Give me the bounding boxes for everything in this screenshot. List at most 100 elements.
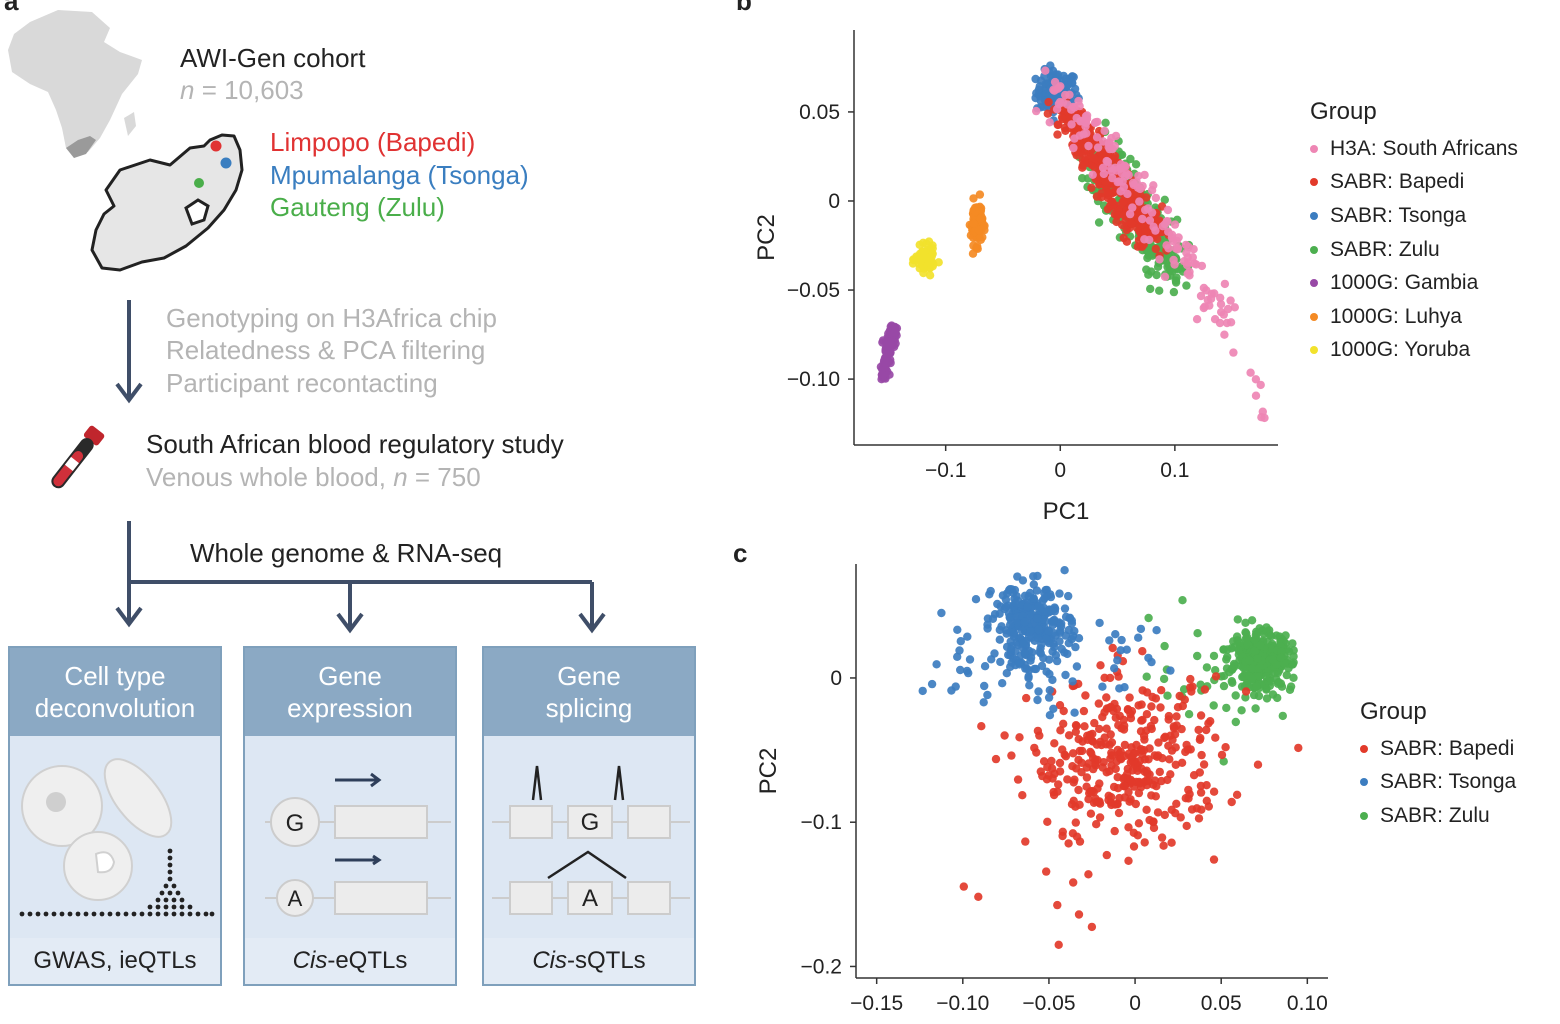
data-point xyxy=(1219,681,1229,691)
data-point xyxy=(1098,682,1107,691)
data-point xyxy=(1260,413,1269,423)
data-point xyxy=(1024,632,1034,642)
data-point xyxy=(1217,750,1227,760)
data-point xyxy=(1048,617,1058,626)
data-point xyxy=(1230,303,1239,312)
data-point xyxy=(963,632,972,641)
data-point xyxy=(1094,699,1103,708)
data-point xyxy=(1209,701,1218,710)
data-point xyxy=(1061,90,1070,100)
data-point xyxy=(1060,648,1069,657)
data-point xyxy=(1234,645,1243,655)
data-point xyxy=(1124,856,1133,865)
data-point xyxy=(1056,626,1065,635)
data-point xyxy=(964,668,973,678)
data-point xyxy=(919,247,928,256)
data-point xyxy=(1138,715,1147,725)
data-point xyxy=(1111,131,1121,141)
y-tick-label: −0.05 xyxy=(787,279,840,302)
data-point xyxy=(1055,589,1064,598)
data-point xyxy=(1256,380,1265,390)
data-point xyxy=(1053,130,1062,139)
data-point xyxy=(1153,751,1163,760)
data-point xyxy=(1058,831,1067,841)
data-point xyxy=(1088,170,1097,179)
data-point xyxy=(1142,805,1151,814)
data-point xyxy=(1125,693,1134,702)
data-point xyxy=(1140,838,1149,847)
data-point xyxy=(1053,900,1062,910)
data-point xyxy=(1241,618,1250,627)
legend-label: SABR: Tsonga xyxy=(1330,203,1467,227)
data-point xyxy=(1181,240,1191,250)
data-point xyxy=(1193,651,1202,661)
data-point xyxy=(1106,702,1115,712)
legend-item: SABR: Bapedi xyxy=(1310,166,1518,200)
data-point xyxy=(1093,143,1103,152)
data-point xyxy=(1101,740,1111,749)
data-point xyxy=(1151,193,1161,203)
data-point xyxy=(1043,763,1052,772)
data-point xyxy=(1011,598,1020,607)
data-point xyxy=(1195,768,1204,777)
data-point xyxy=(1007,751,1016,760)
data-point xyxy=(1159,841,1168,850)
data-point xyxy=(1182,821,1191,831)
data-point xyxy=(1022,693,1031,703)
pca-chart-c: −0.15 −0.10 −0.05 0 0.05 0.10 0 −0.1 −0.2 PC2 xyxy=(755,564,1328,1015)
legend-swatch xyxy=(1310,178,1318,187)
data-point xyxy=(1121,162,1130,171)
data-point xyxy=(995,635,1004,644)
data-point xyxy=(1232,790,1242,799)
data-point xyxy=(1157,776,1166,786)
data-point xyxy=(1069,878,1078,887)
data-point xyxy=(1116,187,1125,196)
data-point xyxy=(1084,141,1093,151)
x-tick-label: −0.15 xyxy=(850,992,903,1015)
data-point xyxy=(1087,922,1097,932)
x-tick-label: 0.1 xyxy=(1160,459,1189,482)
data-point xyxy=(1058,745,1067,754)
data-point xyxy=(1025,588,1035,598)
data-point xyxy=(1104,791,1113,800)
data-point xyxy=(1239,663,1248,672)
data-point xyxy=(1042,634,1051,643)
data-point xyxy=(1197,261,1207,271)
data-point xyxy=(1180,695,1189,704)
south-africa-map-illustration xyxy=(8,10,244,272)
data-point xyxy=(1113,745,1122,755)
data-point xyxy=(1200,685,1210,694)
data-point xyxy=(1235,638,1244,647)
data-point xyxy=(1131,160,1141,169)
data-point xyxy=(1178,596,1187,605)
data-point xyxy=(1061,631,1070,640)
data-point xyxy=(1111,713,1120,722)
data-point xyxy=(1160,195,1169,204)
data-point xyxy=(1219,671,1229,681)
data-point xyxy=(1216,300,1226,309)
data-point xyxy=(1149,823,1159,833)
data-point xyxy=(1220,330,1229,339)
data-point xyxy=(1251,375,1261,384)
data-point xyxy=(1141,205,1150,215)
box-gene-splicing: Gene splicing G A Cis-sQTLs xyxy=(482,646,696,986)
data-point xyxy=(1067,105,1076,114)
legend-label: SABR: Bapedi xyxy=(1380,736,1515,760)
data-point xyxy=(1161,732,1170,741)
data-point xyxy=(1202,286,1211,295)
data-point xyxy=(1220,279,1230,289)
data-point xyxy=(1138,686,1147,695)
data-point xyxy=(1050,77,1060,87)
data-point xyxy=(1025,681,1034,690)
data-point xyxy=(1071,818,1080,827)
data-point xyxy=(1074,735,1083,744)
data-point xyxy=(1068,762,1077,771)
data-point xyxy=(1092,820,1101,829)
data-point xyxy=(1032,586,1042,595)
data-point xyxy=(1185,789,1194,799)
data-point xyxy=(1157,686,1166,695)
data-point xyxy=(1012,619,1022,628)
data-point xyxy=(969,219,978,228)
qc-step-recontact: Participant recontacting xyxy=(166,368,438,398)
data-point xyxy=(1160,810,1169,820)
